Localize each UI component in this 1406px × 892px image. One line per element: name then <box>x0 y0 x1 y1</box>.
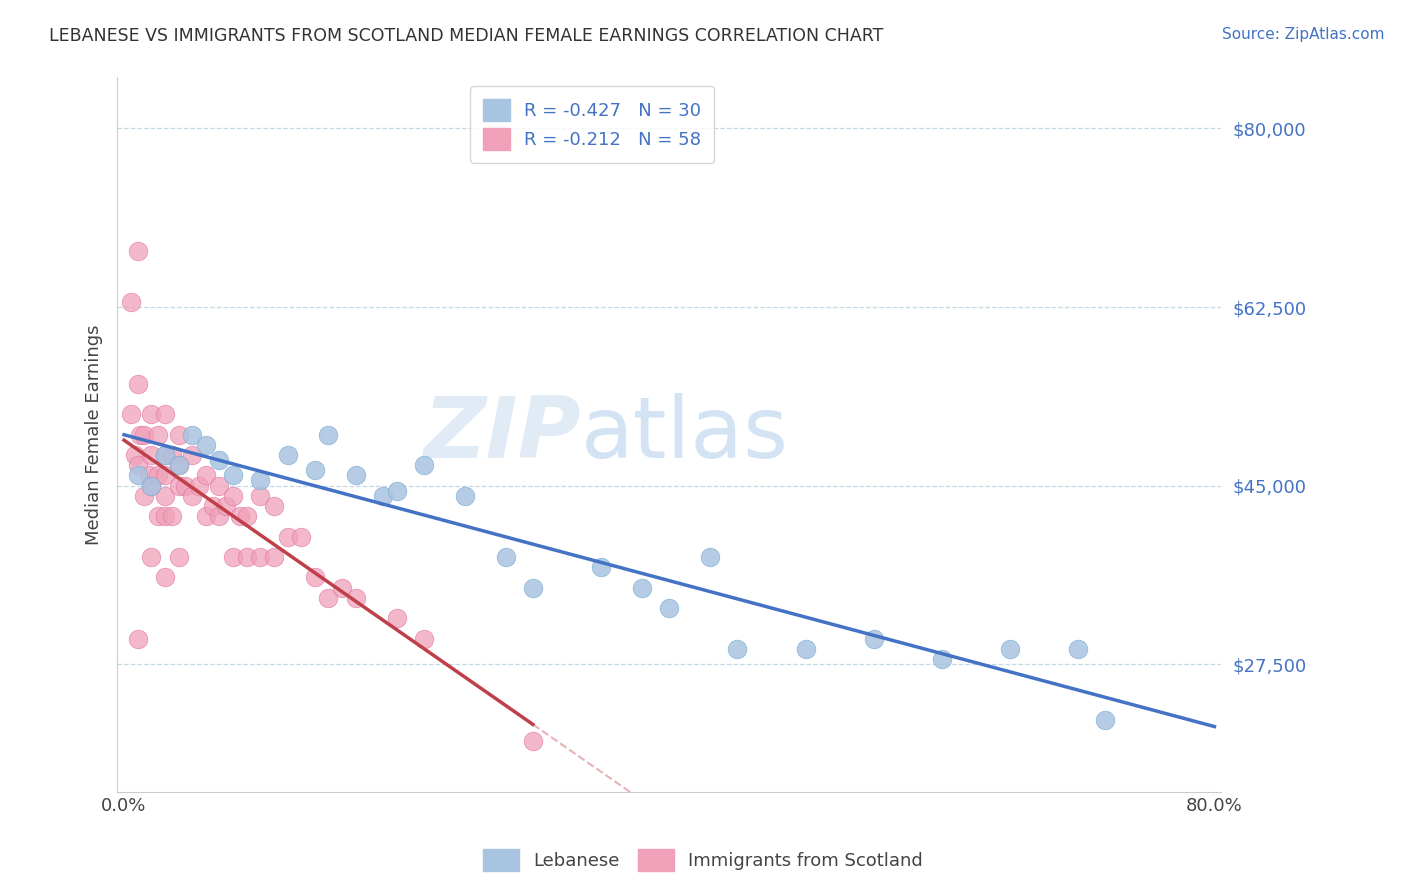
Point <box>129 427 152 442</box>
Point <box>127 244 149 258</box>
Point <box>153 407 176 421</box>
Point <box>235 549 257 564</box>
Point <box>862 632 884 646</box>
Point <box>1067 641 1090 656</box>
Point <box>208 509 231 524</box>
Point <box>522 733 544 747</box>
Point <box>174 478 197 492</box>
Point <box>454 489 477 503</box>
Point <box>167 458 190 473</box>
Point <box>699 549 721 564</box>
Legend: R = -0.427   N = 30, R = -0.212   N = 58: R = -0.427 N = 30, R = -0.212 N = 58 <box>470 87 714 163</box>
Point <box>153 489 176 503</box>
Point <box>277 448 299 462</box>
Point <box>141 448 163 462</box>
Point <box>153 448 176 462</box>
Text: Source: ZipAtlas.com: Source: ZipAtlas.com <box>1222 27 1385 42</box>
Point <box>134 489 156 503</box>
Point <box>249 489 271 503</box>
Point <box>181 489 204 503</box>
Point <box>141 478 163 492</box>
Point <box>931 652 953 666</box>
Point <box>141 549 163 564</box>
Point <box>127 376 149 391</box>
Point <box>146 427 169 442</box>
Point <box>385 611 408 625</box>
Point <box>725 641 748 656</box>
Point <box>522 581 544 595</box>
Point <box>304 463 326 477</box>
Point <box>146 468 169 483</box>
Point <box>188 478 211 492</box>
Point <box>222 549 245 564</box>
Point <box>412 458 434 473</box>
Point <box>153 509 176 524</box>
Point <box>167 478 190 492</box>
Point <box>127 458 149 473</box>
Point <box>127 632 149 646</box>
Point <box>371 489 394 503</box>
Point <box>794 641 817 656</box>
Point <box>160 448 183 462</box>
Point <box>249 549 271 564</box>
Point <box>215 499 238 513</box>
Point <box>167 458 190 473</box>
Point <box>229 509 252 524</box>
Point <box>249 474 271 488</box>
Point <box>167 549 190 564</box>
Text: ZIP: ZIP <box>423 393 581 476</box>
Point <box>658 601 681 615</box>
Point <box>277 530 299 544</box>
Point <box>263 549 285 564</box>
Point <box>495 549 517 564</box>
Point <box>1094 713 1116 727</box>
Point <box>194 509 217 524</box>
Text: LEBANESE VS IMMIGRANTS FROM SCOTLAND MEDIAN FEMALE EARNINGS CORRELATION CHART: LEBANESE VS IMMIGRANTS FROM SCOTLAND MED… <box>49 27 883 45</box>
Point <box>304 570 326 584</box>
Point <box>385 483 408 498</box>
Point <box>290 530 312 544</box>
Point <box>222 468 245 483</box>
Point <box>194 468 217 483</box>
Point <box>998 641 1021 656</box>
Point <box>208 478 231 492</box>
Point <box>146 509 169 524</box>
Point <box>153 570 176 584</box>
Point <box>141 478 163 492</box>
Point <box>263 499 285 513</box>
Point <box>208 453 231 467</box>
Point <box>318 427 340 442</box>
Point <box>318 591 340 605</box>
Point <box>153 448 176 462</box>
Text: atlas: atlas <box>581 393 789 476</box>
Point <box>591 560 613 574</box>
Point <box>344 591 367 605</box>
Point <box>120 294 142 309</box>
Point <box>167 427 190 442</box>
Point <box>235 509 257 524</box>
Point <box>153 468 176 483</box>
Point <box>181 448 204 462</box>
Point <box>344 468 367 483</box>
Point <box>201 499 224 513</box>
Point <box>194 438 217 452</box>
Point <box>120 407 142 421</box>
Point <box>222 489 245 503</box>
Point <box>127 468 149 483</box>
Point <box>141 407 163 421</box>
Point <box>631 581 654 595</box>
Point <box>138 468 160 483</box>
Legend: Lebanese, Immigrants from Scotland: Lebanese, Immigrants from Scotland <box>475 842 931 879</box>
Point <box>160 509 183 524</box>
Point <box>124 448 146 462</box>
Point <box>181 427 204 442</box>
Point <box>134 427 156 442</box>
Point <box>412 632 434 646</box>
Y-axis label: Median Female Earnings: Median Female Earnings <box>86 325 103 545</box>
Point <box>330 581 353 595</box>
